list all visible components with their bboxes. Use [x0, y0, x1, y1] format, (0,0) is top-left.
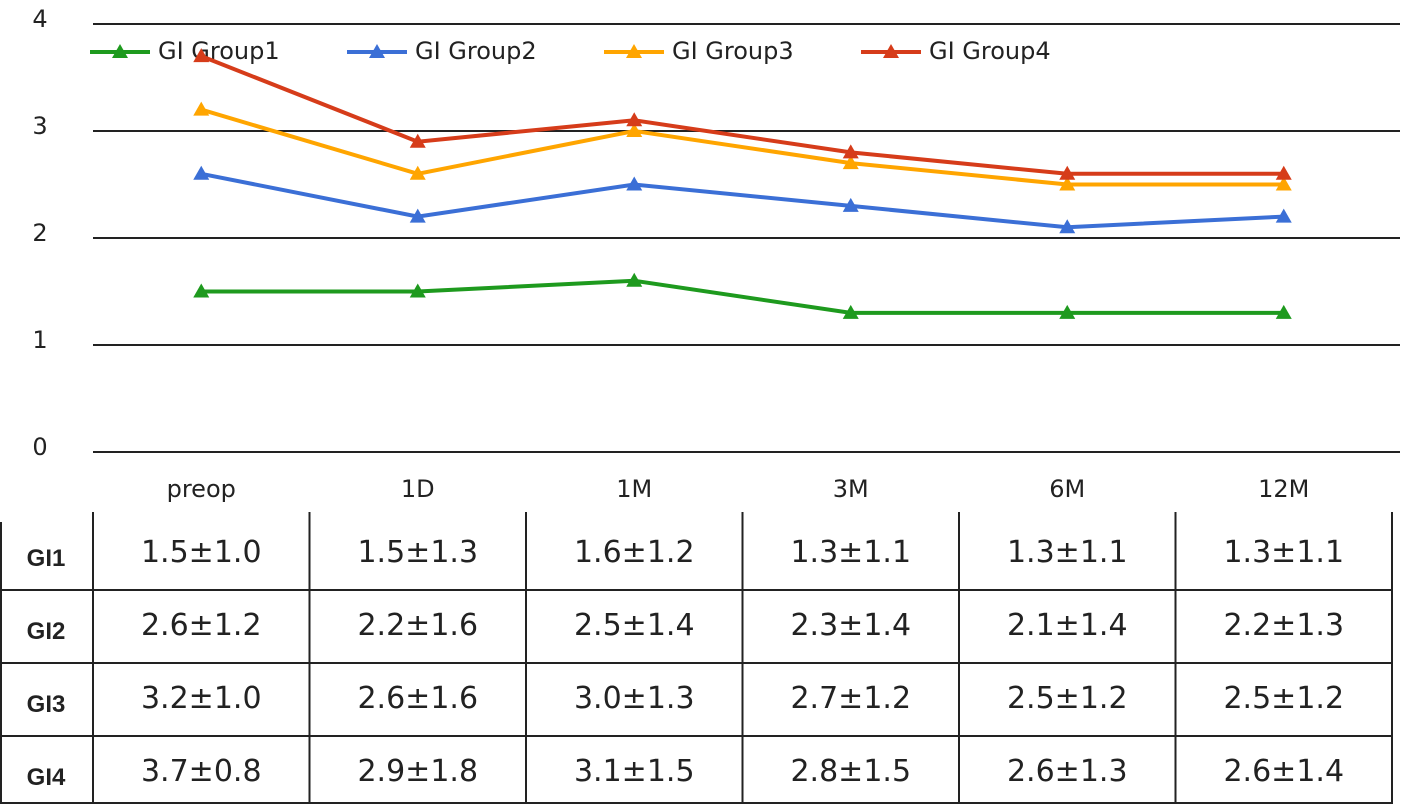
table-cell: 2.6±1.2 [141, 608, 262, 643]
x-tick-label: 12M [1258, 475, 1309, 503]
point-marker [626, 272, 643, 287]
point-marker [409, 133, 426, 148]
point-marker [842, 144, 859, 159]
point-marker [1275, 304, 1292, 319]
point-marker [193, 165, 210, 180]
legend-marker [626, 44, 642, 58]
table-cell: 1.3±1.1 [1007, 535, 1128, 570]
legend-marker [883, 44, 899, 58]
x-tick-label: preop [167, 475, 236, 503]
table-cell: 1.6±1.2 [574, 535, 695, 570]
table-cell: 1.5±1.0 [141, 535, 262, 570]
x-tick-label: 1D [401, 475, 435, 503]
table-cell: 1.3±1.1 [1223, 535, 1344, 570]
y-tick-label: 0 [32, 433, 47, 461]
table-cell: 2.5±1.2 [1007, 681, 1128, 716]
series-line [200, 54, 1284, 176]
table-cell: 3.1±1.5 [574, 754, 695, 789]
series-line [201, 278, 1284, 315]
point-marker [1059, 219, 1076, 234]
point-marker [1059, 304, 1076, 319]
legend-label: GI Group3 [672, 37, 794, 65]
point-marker [193, 283, 210, 298]
table-cell: 3.7±0.8 [141, 754, 262, 789]
row-label: GI2 [27, 618, 66, 645]
legend-label: GI Group4 [929, 37, 1051, 65]
row-label: GI3 [27, 691, 66, 718]
table-cell: 2.2±1.3 [1223, 608, 1344, 643]
point-marker [1059, 165, 1076, 180]
point-marker [842, 304, 859, 319]
point-marker [193, 101, 210, 116]
table-cell: 1.5±1.3 [357, 535, 478, 570]
row-label: GI4 [27, 764, 66, 791]
legend-marker [369, 44, 385, 58]
x-tick-label: 6M [1049, 475, 1085, 503]
table-cell: 2.5±1.2 [1223, 681, 1344, 716]
legend-marker [112, 44, 128, 58]
point-marker [193, 48, 210, 63]
point-marker [626, 176, 643, 191]
point-marker [842, 155, 859, 170]
y-tick-label: 1 [32, 326, 47, 354]
point-marker [409, 165, 426, 180]
legend-label: GI Group2 [415, 37, 537, 65]
point-marker [1275, 176, 1292, 191]
table-cell: 2.2±1.6 [357, 608, 478, 643]
point-marker [626, 123, 643, 137]
table-cell: 2.1±1.4 [1007, 608, 1128, 643]
y-tick-label: 3 [32, 112, 47, 140]
series-line [200, 171, 1284, 230]
table-cell: 1.3±1.1 [790, 535, 911, 570]
table-cell: 2.3±1.4 [790, 608, 911, 643]
table-cell: 2.6±1.3 [1007, 754, 1128, 789]
y-tick-label: 2 [32, 219, 47, 247]
point-marker [842, 197, 859, 212]
series-line [200, 107, 1284, 187]
point-marker [626, 112, 643, 127]
point-marker [1275, 165, 1292, 180]
table-cell: 2.5±1.4 [574, 608, 695, 643]
point-marker [409, 208, 426, 223]
table-cell: 2.6±1.4 [1223, 754, 1344, 789]
x-tick-label: 3M [833, 475, 869, 503]
table-cell: 3.0±1.3 [574, 681, 695, 716]
legend-label: GI Group1 [158, 37, 280, 65]
table-cell: 2.8±1.5 [790, 754, 911, 789]
table-cell: 2.9±1.8 [357, 754, 478, 789]
point-marker [1059, 176, 1076, 191]
table-cell: 3.2±1.0 [141, 681, 262, 716]
x-tick-label: 1M [616, 475, 652, 503]
y-tick-label: 4 [32, 5, 47, 33]
point-marker [1275, 208, 1292, 223]
point-marker [409, 283, 426, 298]
table-cell: 2.6±1.6 [357, 681, 478, 716]
table-cell: 2.7±1.2 [790, 681, 911, 716]
row-label: GI1 [27, 545, 66, 572]
